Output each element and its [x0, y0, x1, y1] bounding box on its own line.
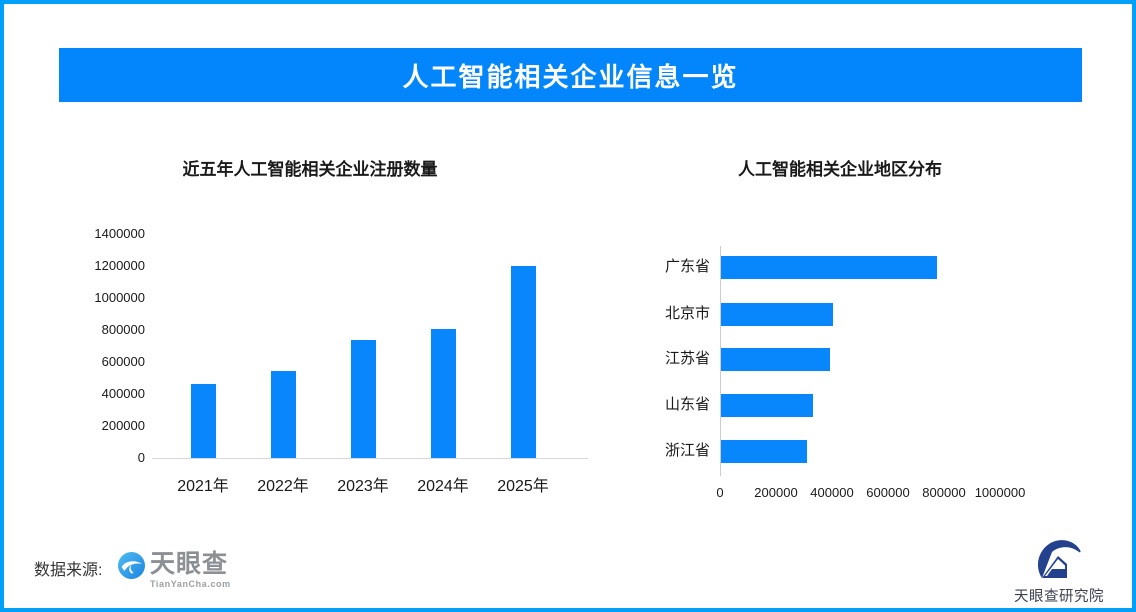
x-axis-tick-label: 1000000 — [974, 485, 1026, 500]
tianyancha-logo-icon — [118, 552, 145, 579]
x-axis-category-label: 2025年 — [497, 478, 549, 495]
tianyancha-name: 天眼查 — [150, 550, 229, 578]
bar — [430, 329, 456, 458]
x-axis-category-label: 2021年 — [177, 478, 229, 495]
bar — [721, 255, 937, 279]
y-axis-category-label: 北京市 — [664, 305, 710, 322]
data-source-label: 数据来源: — [34, 562, 103, 579]
x-axis-line — [152, 458, 588, 459]
tianyancha-logo-text: 天眼查 TianYanCha.com — [150, 550, 231, 590]
y-axis-tick-label: 200000 — [101, 418, 145, 433]
tianyancha-logo: 天眼查 TianYanCha.com — [118, 552, 231, 589]
x-axis-tick-label: 800000 — [922, 485, 966, 500]
right-chart-title: 人工智能相关企业地区分布 — [738, 160, 942, 179]
x-axis-category-label: 2024年 — [417, 478, 469, 495]
title-banner: 人工智能相关企业信息一览 — [59, 48, 1082, 102]
y-axis-category-label: 山东省 — [664, 396, 710, 413]
research-institute-logo: 天眼查研究院 — [1004, 538, 1114, 606]
y-axis-tick-label: 800000 — [101, 322, 145, 337]
research-institute-logo-icon — [1004, 538, 1114, 582]
y-axis-tick-label: 600000 — [101, 354, 145, 369]
research-institute-name: 天眼查研究院 — [1014, 589, 1104, 605]
bar — [721, 347, 830, 371]
y-axis-tick-label: 1400000 — [94, 225, 145, 241]
page-title: 人工智能相关企业信息一览 — [402, 61, 739, 92]
bar — [270, 370, 296, 458]
y-axis-tick-label: 0 — [137, 450, 145, 465]
x-axis-category-label: 2023年 — [337, 478, 389, 495]
bar — [510, 266, 536, 458]
y-axis-category-label: 广东省 — [664, 258, 710, 275]
bar — [190, 384, 216, 458]
registrations-bar-chart: 0 200000 400000 600000 800000 1000000 1200000 1… — [60, 225, 605, 510]
x-axis-tick-label: 0 — [716, 485, 724, 500]
bar — [350, 340, 376, 458]
bar — [721, 439, 808, 463]
left-chart-title: 近五年人工智能相关企业注册数量 — [182, 160, 438, 179]
y-axis-category-label: 江苏省 — [664, 350, 710, 367]
tianyancha-url: TianYanCha.com — [150, 579, 231, 589]
y-axis-tick-label: 1000000 — [94, 290, 145, 305]
x-axis-tick-label: 400000 — [810, 485, 854, 500]
y-axis-tick-label: 1200000 — [94, 258, 145, 273]
bar — [721, 393, 814, 417]
x-axis-tick-label: 200000 — [754, 485, 798, 500]
x-axis-category-label: 2022年 — [257, 478, 309, 495]
y-axis-line — [720, 246, 721, 476]
region-distribution-bar-chart: 广东省北京市江苏省山东省浙江省 0 200000 400000 600000 800000… — [640, 225, 1085, 510]
bar — [721, 302, 833, 326]
y-axis-tick-label: 400000 — [101, 386, 145, 401]
y-axis-category-label: 浙江省 — [664, 442, 710, 459]
x-axis-tick-label: 600000 — [866, 485, 910, 500]
